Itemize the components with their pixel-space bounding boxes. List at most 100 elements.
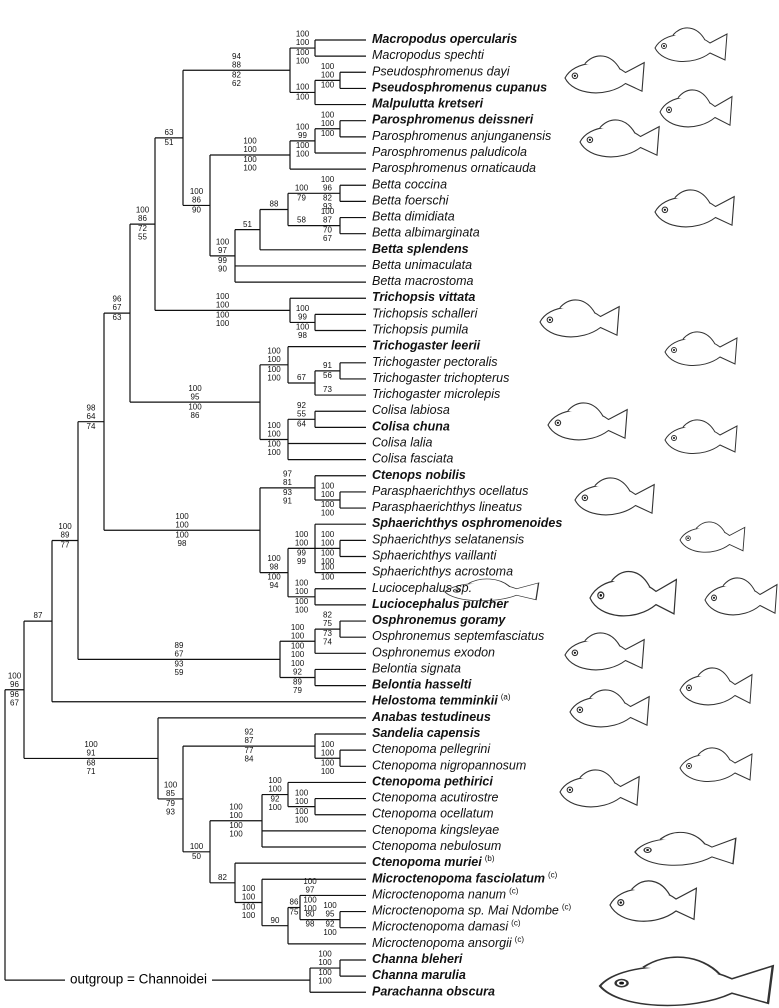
fish-body (444, 582, 540, 602)
support-value: 87 (34, 611, 43, 620)
support-value: 100 (268, 776, 282, 785)
support-value: 100 (267, 448, 281, 457)
taxon-label: Luciocephalus pulcher (372, 597, 509, 611)
support-value: 92 (245, 728, 254, 737)
taxon-name: Sphaerichthys selatanensis (372, 533, 524, 547)
support-value: 79 (166, 799, 175, 808)
support-value: 51 (243, 220, 252, 229)
taxon-name: Microctenopoma sp. Mai Ndombe (372, 904, 559, 918)
support-value: 98 (306, 920, 315, 929)
support-value: 90 (218, 264, 227, 273)
support-value: 100 (268, 803, 282, 812)
taxon-name: Pseudosphromenus cupanus (372, 81, 547, 95)
support-value: 100 (303, 896, 317, 905)
support-value: 100 (229, 811, 243, 820)
taxon-name: Trichogaster trichopterus (372, 371, 509, 385)
support-value: 100 (321, 129, 335, 138)
support-value: 99 (297, 557, 306, 566)
support-value: 100 (267, 355, 281, 364)
taxon-name: Parosphromenus paludicola (372, 145, 527, 159)
support-value: 93 (323, 202, 332, 211)
taxon-name: Betta coccina (372, 178, 447, 192)
fish-body (679, 673, 753, 706)
support-value: 100 (188, 402, 202, 411)
support-value: 95 (326, 910, 335, 919)
support-value: 67 (113, 303, 122, 312)
support-value: 79 (293, 686, 302, 695)
taxon-name: Ctenopoma nebulosum (372, 839, 501, 853)
taxon-label: Anabas testudineus (371, 710, 491, 724)
support-value: 82 (232, 70, 241, 79)
support-value: 81 (283, 478, 292, 487)
fish-pupil (619, 981, 624, 985)
fish-illustration (654, 27, 728, 63)
support-value: 100 (303, 904, 317, 913)
fish-fin (579, 769, 616, 784)
taxon-label: Sphaerichthys selatanensis (372, 533, 524, 547)
taxon-name: Microctenopoma damasi (372, 920, 509, 934)
taxon-label: Betta foerschi (372, 194, 450, 208)
support-value: 91 (323, 361, 332, 370)
support-value: 99 (297, 549, 306, 558)
fish-fin (677, 89, 711, 104)
fish-pupil (573, 651, 576, 654)
support-value: 100 (321, 80, 335, 89)
support-value: 100 (136, 206, 150, 215)
support-value: 100 (190, 842, 204, 851)
taxon-name: Osphronemus exodon (372, 646, 495, 660)
fish-illustration (574, 477, 655, 516)
support-value: 100 (164, 781, 178, 790)
taxon-label: Trichopsis pumila (372, 323, 468, 337)
support-value: 98 (178, 539, 187, 548)
fish-fin (722, 577, 756, 592)
support-value: 55 (138, 233, 147, 242)
taxon-note: (c) (515, 935, 525, 944)
taxon-label: Betta dimidiata (372, 210, 455, 224)
taxon-name: Microctenopoma nanum (372, 888, 506, 902)
support-value: 77 (245, 746, 254, 755)
fish-pupil (588, 138, 591, 141)
support-value: 92 (271, 795, 280, 804)
support-value: 100 (296, 57, 310, 66)
support-value: 86 (192, 196, 201, 205)
fish-pupil (548, 318, 551, 321)
support-value: 100 (216, 300, 230, 309)
taxon-name: Ctenopoma pellegrini (372, 742, 491, 756)
support-value: 100 (8, 671, 22, 680)
fish-illustration (654, 189, 735, 228)
support-value: 98 (87, 403, 96, 412)
support-value: 75 (323, 619, 332, 628)
fish-body (569, 695, 650, 728)
support-value: 62 (232, 79, 241, 88)
support-value: 100 (296, 122, 310, 131)
support-value: 98 (298, 331, 307, 340)
fish-pupil (583, 496, 586, 499)
taxon-name: Sphaerichthys acrostoma (372, 565, 513, 579)
fish-body (654, 195, 735, 228)
support-value: 100 (229, 829, 243, 838)
taxon-name: Parosphromenus ornaticauda (372, 161, 536, 175)
support-value: 100 (295, 587, 309, 596)
taxon-label: Microctenopoma damasi (c) (372, 919, 521, 934)
taxon-note: (b) (485, 854, 495, 863)
fish-fin (559, 299, 596, 314)
taxon-label: Parosphromenus paludicola (372, 145, 527, 159)
support-value: 97 (283, 469, 292, 478)
fish-illustration (679, 521, 746, 553)
fish-illustration (569, 689, 650, 728)
fish-fin (672, 27, 706, 41)
support-value: 80 (306, 910, 315, 919)
support-value: 100 (318, 950, 332, 959)
support-value: 100 (295, 605, 309, 614)
support-value: 94 (270, 581, 279, 590)
support-value: 100 (321, 539, 335, 548)
taxon-label: Microctenopoma nanum (c) (372, 887, 519, 902)
support-value: 100 (84, 740, 98, 749)
taxon-note: (c) (511, 919, 521, 928)
fish-body (547, 408, 628, 441)
support-value: 100 (321, 110, 335, 119)
support-value: 96 (323, 183, 332, 192)
support-value: 100 (296, 141, 310, 150)
taxon-name: Anabas testudineus (371, 710, 491, 724)
